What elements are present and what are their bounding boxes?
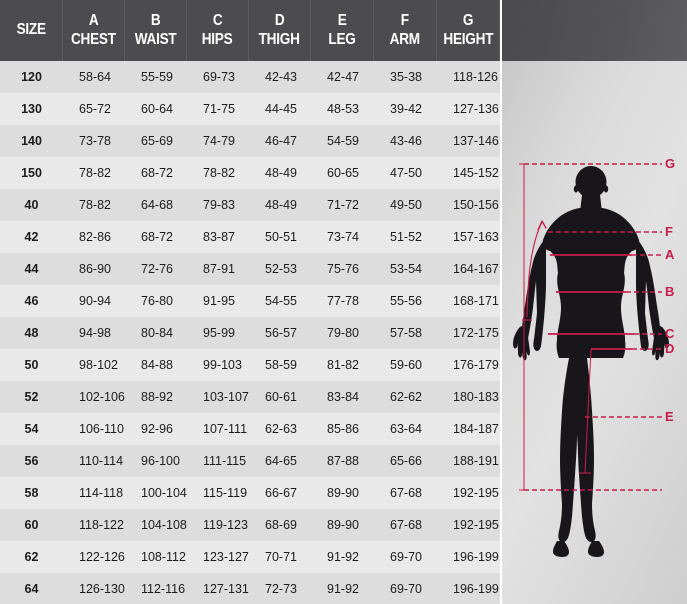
svg-text:E: E (665, 409, 674, 424)
svg-text:D: D (665, 341, 674, 356)
svg-text:F: F (665, 224, 673, 239)
svg-text:C: C (665, 326, 675, 341)
svg-text:A: A (665, 247, 675, 262)
svg-text:G: G (665, 156, 675, 171)
svg-text:B: B (665, 284, 674, 299)
